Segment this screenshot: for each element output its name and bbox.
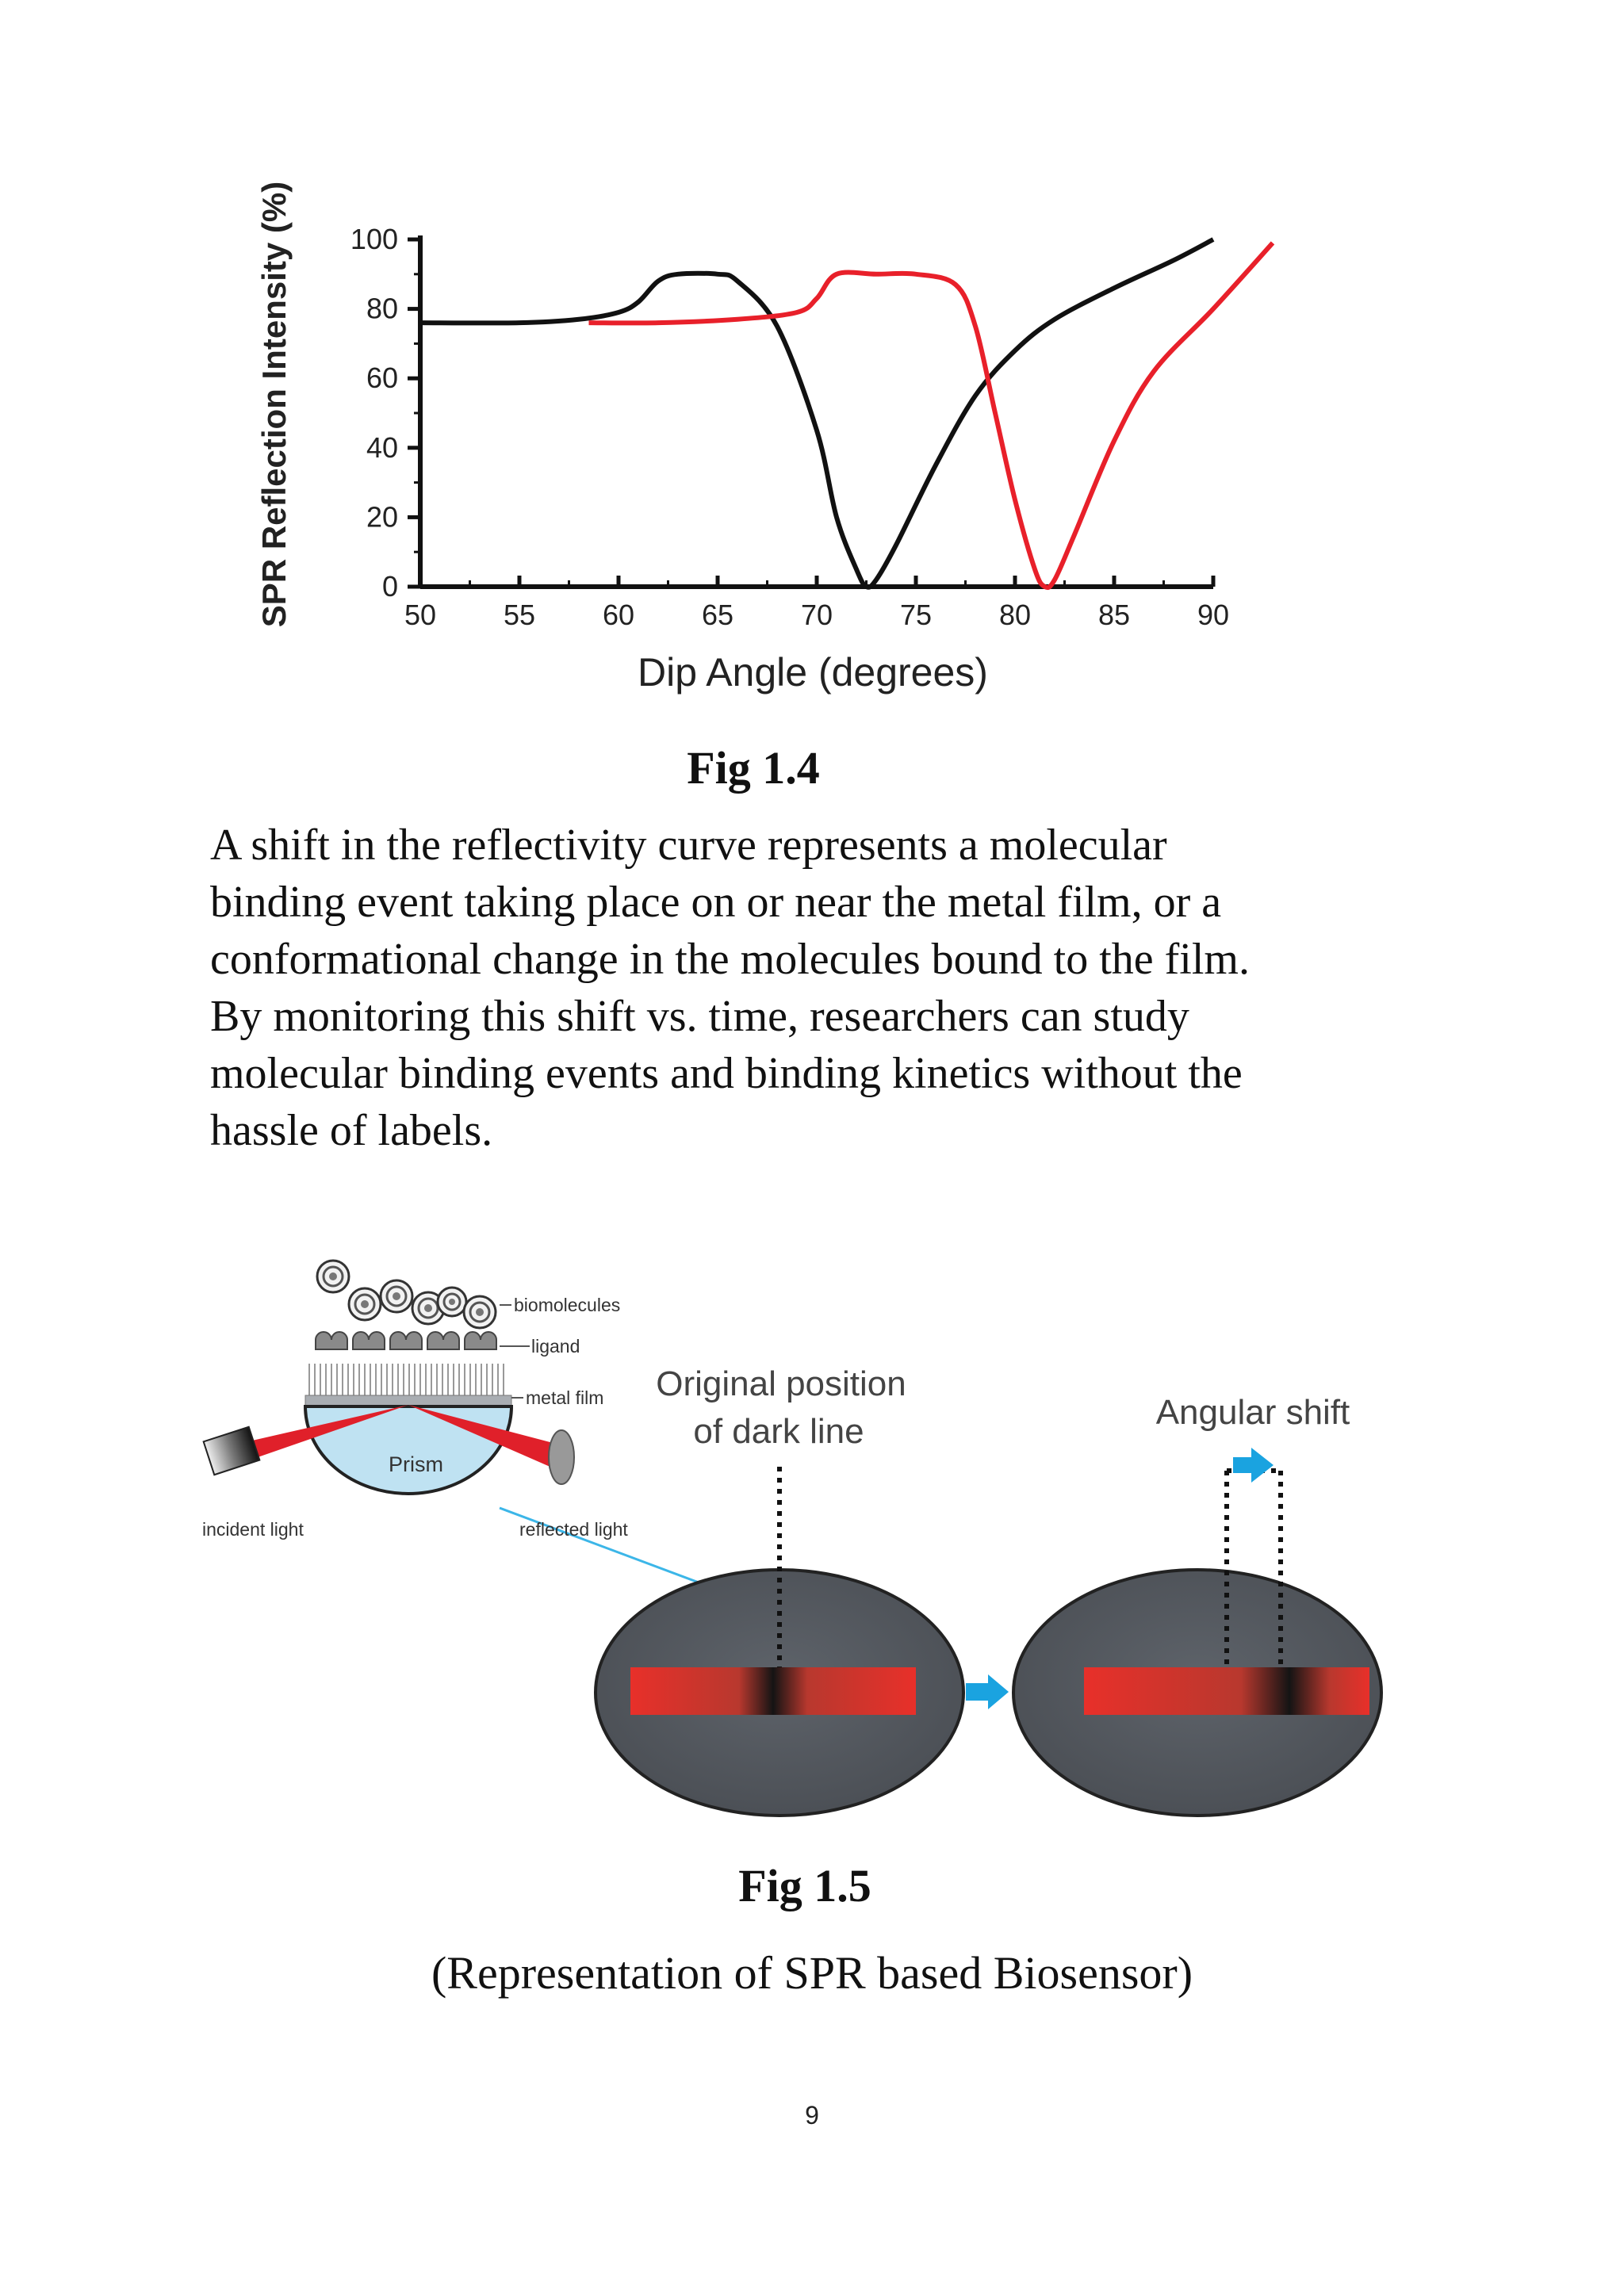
biomolecule-icon bbox=[462, 1295, 497, 1330]
y-tick-label: 100 bbox=[350, 223, 398, 255]
x-tick-label: 85 bbox=[1098, 599, 1130, 631]
biomolecule-icon bbox=[379, 1279, 414, 1314]
biomolecules-label: biomolecules bbox=[514, 1295, 620, 1315]
angular-shift-label: Angular shift bbox=[1156, 1393, 1350, 1432]
y-axis-title: SPR Reflection Intensity (%) bbox=[255, 182, 293, 627]
angular-shift-arrow-icon bbox=[1233, 1448, 1274, 1483]
paragraph-line: conformational change in the molecules b… bbox=[210, 935, 1250, 984]
y-tick-label: 60 bbox=[366, 362, 398, 394]
paragraph-line: By monitoring this shift vs. time, resea… bbox=[210, 992, 1189, 1041]
ligand-label: ligand bbox=[531, 1336, 580, 1357]
diagram-canvas: biomolecules ligand metal film Prism inc… bbox=[202, 1259, 1383, 1817]
fig-1-4-caption: Fig 1.4 bbox=[687, 742, 820, 794]
ligand-icon bbox=[389, 1331, 423, 1350]
incident-light-label: incident light bbox=[202, 1519, 304, 1540]
dark-line-label: of dark line bbox=[693, 1412, 864, 1451]
reflectivity-curve-shifted bbox=[588, 241, 1275, 591]
paragraph-line: binding event taking place on or near th… bbox=[210, 878, 1222, 927]
incident-beam bbox=[242, 1405, 408, 1463]
biomolecule-icon bbox=[436, 1286, 468, 1318]
paragraph-line: molecular binding events and binding kin… bbox=[210, 1049, 1243, 1098]
x-axis-title: Dip Angle (degrees) bbox=[638, 650, 988, 695]
y-tick-label: 40 bbox=[366, 431, 398, 464]
x-tick-label: 50 bbox=[404, 599, 436, 631]
reflection-band-shifted bbox=[1084, 1667, 1369, 1715]
x-tick-label: 55 bbox=[504, 599, 535, 631]
ligand-icon bbox=[315, 1331, 348, 1350]
x-tick-label: 90 bbox=[1197, 599, 1229, 631]
x-tick-label: 75 bbox=[900, 599, 932, 631]
reflected-light-label: reflected light bbox=[519, 1519, 628, 1540]
fig-1-5-caption: Fig 1.5 bbox=[738, 1860, 871, 1911]
paragraph-line: A shift in the reflectivity curve repres… bbox=[210, 821, 1167, 870]
biomolecules-group bbox=[316, 1259, 497, 1330]
x-tick-label: 80 bbox=[999, 599, 1031, 631]
y-tick-label: 20 bbox=[366, 500, 398, 533]
reflected-beam bbox=[408, 1405, 559, 1471]
paragraph-line: hassle of labels. bbox=[210, 1106, 493, 1155]
reflectivity-curve-original bbox=[419, 237, 1215, 590]
biomolecule-icon bbox=[347, 1287, 382, 1322]
ligand-icon bbox=[427, 1331, 460, 1350]
ligand-icon bbox=[464, 1331, 497, 1350]
biomolecule-icon bbox=[316, 1259, 350, 1294]
spr-reflectivity-chart: 50 55 60 65 70 75 80 85 90 0 20 40 60 80 100 Dip Angle… bbox=[222, 182, 1427, 714]
ligand-group bbox=[315, 1331, 497, 1350]
connector-line bbox=[499, 1506, 718, 1591]
metal-film bbox=[304, 1395, 512, 1407]
spr-biosensor-diagram: biomolecules ligand metal film Prism inc… bbox=[198, 1237, 1435, 1823]
prism bbox=[303, 1405, 514, 1495]
linker-layer bbox=[308, 1364, 504, 1395]
x-tick-label: 60 bbox=[603, 599, 634, 631]
original-position-label: Original position bbox=[656, 1364, 906, 1403]
prism-label: Prism bbox=[389, 1452, 443, 1476]
y-tick-label: 80 bbox=[366, 293, 398, 325]
body-paragraph: A shift in the reflectivity curve repres… bbox=[210, 817, 1447, 1159]
transition-arrow-icon bbox=[966, 1674, 1009, 1709]
ligand-icon bbox=[352, 1331, 385, 1350]
y-tick-label: 0 bbox=[382, 570, 398, 603]
page-number: 9 bbox=[805, 2101, 819, 2130]
reflection-band-original bbox=[630, 1667, 916, 1715]
x-tick-label: 70 bbox=[801, 599, 833, 631]
chart-canvas: 50 55 60 65 70 75 80 85 90 0 20 40 60 80 100 Dip Angle… bbox=[255, 182, 1275, 695]
x-tick-label: 65 bbox=[702, 599, 733, 631]
light-source-icon bbox=[202, 1425, 261, 1476]
detector-icon bbox=[548, 1429, 575, 1485]
metal-film-label: metal film bbox=[526, 1387, 603, 1408]
fig-1-5-subtitle: (Representation of SPR based Biosensor) bbox=[431, 1947, 1193, 1999]
